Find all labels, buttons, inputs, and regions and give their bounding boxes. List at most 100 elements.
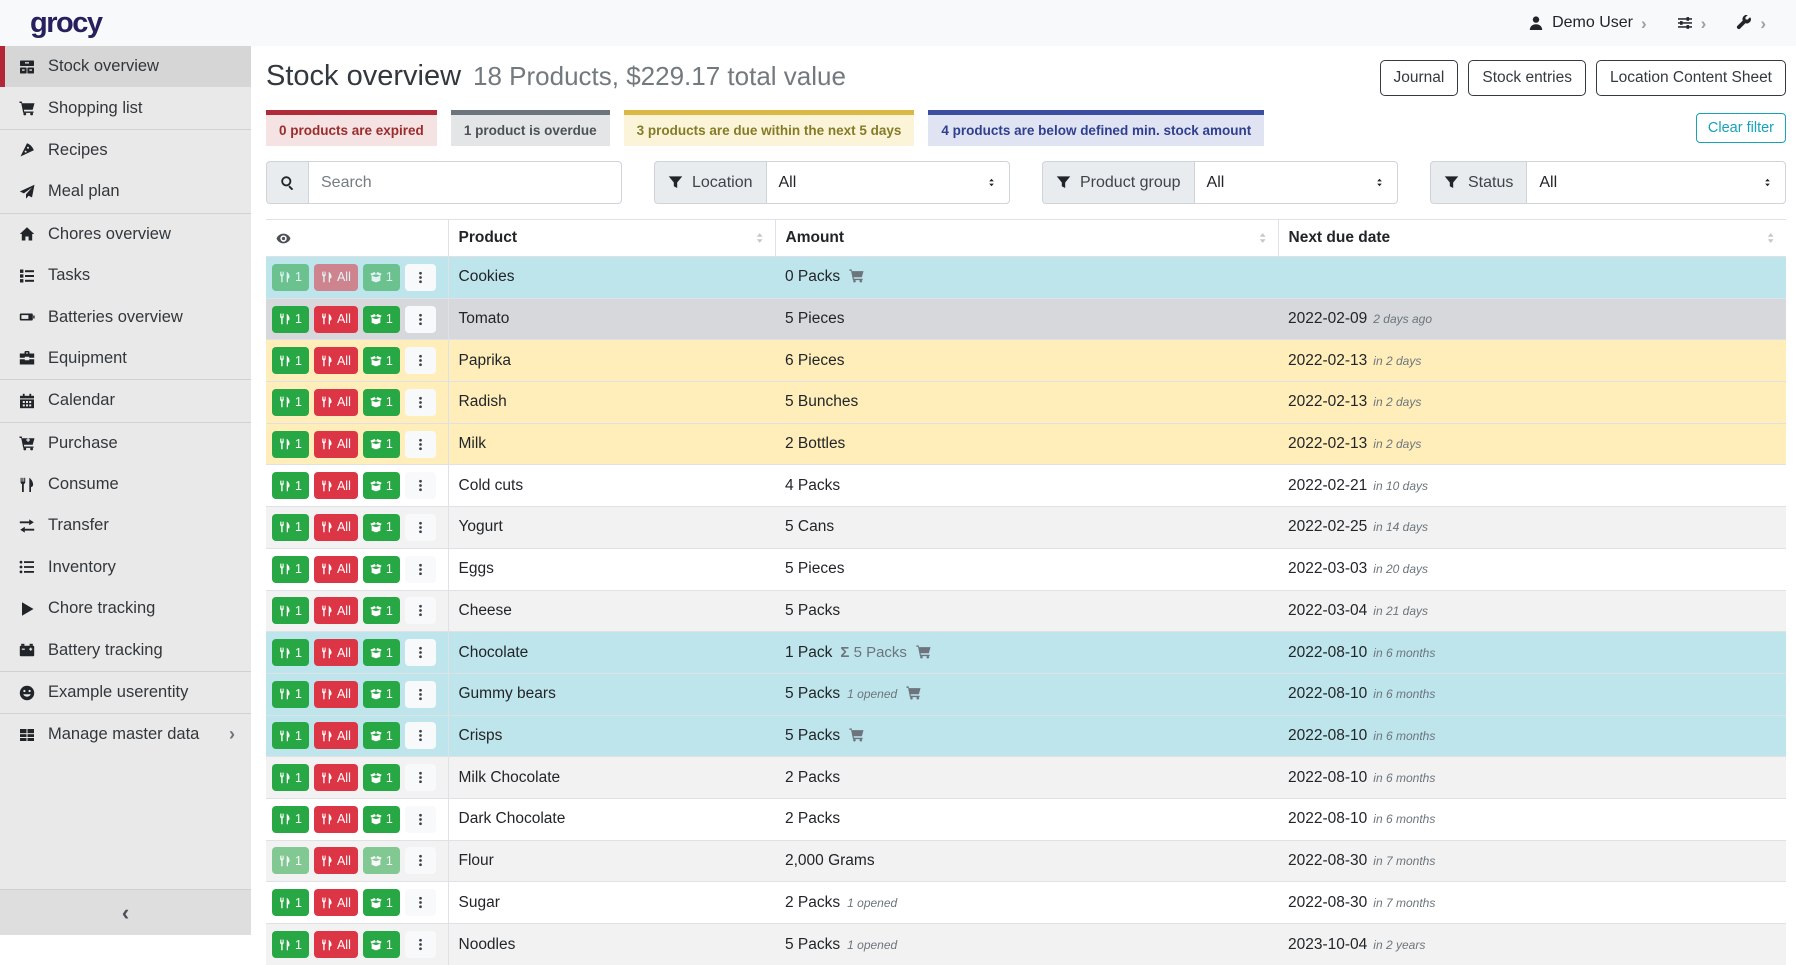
consume-one-button[interactable]: 1 [272, 347, 309, 374]
consume-one-button[interactable]: 1 [272, 806, 309, 833]
row-menu-button[interactable] [405, 931, 436, 958]
grocy-logo[interactable]: grocy [30, 7, 101, 40]
row-menu-button[interactable] [405, 639, 436, 666]
sidebar-item-purchase[interactable]: Purchase [0, 423, 251, 464]
stock-entries-button[interactable]: Stock entries [1468, 60, 1586, 96]
consume-one-button[interactable]: 1 [272, 556, 309, 583]
location-content-sheet-button[interactable]: Location Content Sheet [1596, 60, 1786, 96]
consume-all-button[interactable]: All [314, 931, 358, 958]
open-one-button[interactable]: 1 [363, 306, 400, 333]
open-one-button[interactable]: 1 [363, 472, 400, 499]
row-menu-button[interactable] [405, 806, 436, 833]
sidebar-item-meal-plan[interactable]: Meal plan [0, 171, 251, 212]
open-one-button[interactable]: 1 [363, 681, 400, 708]
open-one-button[interactable]: 1 [363, 722, 400, 749]
consume-one-button[interactable]: 1 [272, 722, 309, 749]
open-one-button[interactable]: 1 [363, 556, 400, 583]
open-one-button[interactable]: 1 [363, 347, 400, 374]
row-menu-button[interactable] [405, 389, 436, 416]
consume-all-button[interactable]: All [314, 556, 358, 583]
open-one-button[interactable]: 1 [363, 806, 400, 833]
row-menu-button[interactable] [405, 556, 436, 583]
sidebar-item-recipes[interactable]: Recipes [0, 130, 251, 171]
consume-one-button[interactable]: 1 [272, 431, 309, 458]
consume-all-button[interactable]: All [314, 306, 358, 333]
product-column-header[interactable]: Product [448, 220, 775, 257]
row-menu-button[interactable] [405, 681, 436, 708]
sidebar-item-tasks[interactable]: Tasks [0, 255, 251, 296]
sidebar-item-inventory[interactable]: Inventory [0, 547, 251, 588]
location-filter-select[interactable]: All [766, 161, 1011, 204]
status-filter-select[interactable]: All [1526, 161, 1786, 204]
consume-all-button[interactable]: All [314, 889, 358, 916]
search-input[interactable] [308, 161, 622, 204]
sidebar-item-equipment[interactable]: Equipment [0, 338, 251, 379]
consume-all-button[interactable]: All [314, 847, 358, 874]
consume-all-button[interactable]: All [314, 431, 358, 458]
row-menu-button[interactable] [405, 722, 436, 749]
status-card-overdue[interactable]: 1 product is overdue [451, 110, 610, 146]
consume-all-button[interactable]: All [314, 681, 358, 708]
consume-one-button[interactable]: 1 [272, 764, 309, 791]
settings-menu[interactable]: › [1677, 15, 1707, 32]
open-one-button[interactable]: 1 [363, 931, 400, 958]
consume-all-button[interactable]: All [314, 472, 358, 499]
consume-all-button[interactable]: All [314, 722, 358, 749]
sidebar-item-chore-tracking[interactable]: Chore tracking [0, 588, 251, 629]
consume-all-button[interactable]: All [314, 806, 358, 833]
sidebar-item-calendar[interactable]: Calendar [0, 380, 251, 421]
row-menu-button[interactable] [405, 431, 436, 458]
open-one-button[interactable]: 1 [363, 597, 400, 624]
product-group-filter-select[interactable]: All [1194, 161, 1398, 204]
consume-one-button[interactable]: 1 [272, 847, 309, 874]
sidebar-item-manage-master-data[interactable]: Manage master data› [0, 714, 251, 755]
sidebar-item-chores-overview[interactable]: Chores overview [0, 214, 251, 255]
open-one-button[interactable]: 1 [363, 889, 400, 916]
row-menu-button[interactable] [405, 847, 436, 874]
sidebar-item-stock-overview[interactable]: Stock overview [0, 46, 251, 87]
status-card-below-min[interactable]: 4 products are below defined min. stock … [928, 110, 1264, 146]
sidebar-item-transfer[interactable]: Transfer [0, 505, 251, 546]
open-one-button[interactable]: 1 [363, 639, 400, 666]
sidebar-item-consume[interactable]: Consume [0, 464, 251, 505]
row-menu-button[interactable] [405, 347, 436, 374]
consume-one-button[interactable]: 1 [272, 681, 309, 708]
open-one-button[interactable]: 1 [363, 264, 400, 291]
journal-button[interactable]: Journal [1380, 60, 1459, 96]
open-one-button[interactable]: 1 [363, 431, 400, 458]
row-menu-button[interactable] [405, 472, 436, 499]
consume-all-button[interactable]: All [314, 347, 358, 374]
row-menu-button[interactable] [405, 514, 436, 541]
open-one-button[interactable]: 1 [363, 847, 400, 874]
status-card-due-soon[interactable]: 3 products are due within the next 5 day… [624, 110, 915, 146]
consume-one-button[interactable]: 1 [272, 889, 309, 916]
consume-all-button[interactable]: All [314, 264, 358, 291]
admin-menu[interactable]: › [1736, 15, 1766, 32]
consume-all-button[interactable]: All [314, 764, 358, 791]
sidebar-item-example-userentity[interactable]: Example userentity [0, 672, 251, 713]
sidebar-item-battery-tracking[interactable]: Battery tracking [0, 629, 251, 670]
sidebar-collapse-button[interactable]: ‹ [0, 889, 251, 935]
consume-all-button[interactable]: All [314, 389, 358, 416]
consume-one-button[interactable]: 1 [272, 514, 309, 541]
consume-all-button[interactable]: All [314, 597, 358, 624]
consume-one-button[interactable]: 1 [272, 597, 309, 624]
consume-one-button[interactable]: 1 [272, 306, 309, 333]
row-menu-button[interactable] [405, 264, 436, 291]
consume-all-button[interactable]: All [314, 514, 358, 541]
next-due-date-column-header[interactable]: Next due date [1278, 220, 1786, 257]
row-menu-button[interactable] [405, 597, 436, 624]
consume-one-button[interactable]: 1 [272, 931, 309, 958]
user-menu[interactable]: Demo User › [1528, 14, 1647, 32]
open-one-button[interactable]: 1 [363, 764, 400, 791]
consume-one-button[interactable]: 1 [272, 472, 309, 499]
consume-all-button[interactable]: All [314, 639, 358, 666]
sidebar-item-shopping-list[interactable]: Shopping list [0, 87, 251, 128]
open-one-button[interactable]: 1 [363, 389, 400, 416]
open-one-button[interactable]: 1 [363, 514, 400, 541]
consume-one-button[interactable]: 1 [272, 264, 309, 291]
row-menu-button[interactable] [405, 306, 436, 333]
consume-one-button[interactable]: 1 [272, 389, 309, 416]
row-menu-button[interactable] [405, 764, 436, 791]
status-card-expired[interactable]: 0 products are expired [266, 110, 437, 146]
